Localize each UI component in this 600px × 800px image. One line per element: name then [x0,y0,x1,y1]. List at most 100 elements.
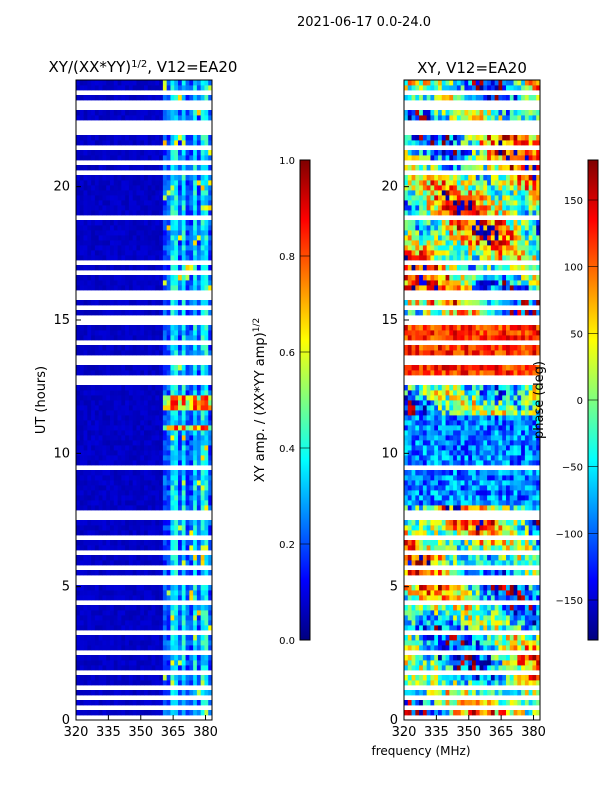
amplitude-heatmap-cell [136,545,141,551]
amplitude-heatmap-cell [185,210,190,216]
amplitude-heatmap-cell [170,190,175,196]
amplitude-heatmap-cell [178,525,183,531]
amplitude-heatmap-cell [128,180,134,186]
amplitude-heatmap-cell [178,325,183,331]
amplitude-heatmap-cell [94,255,100,261]
amplitude-heatmap-cell [170,605,175,611]
phase-heatmap-cell [438,625,443,631]
phase-heatmap-cell [536,420,541,426]
amplitude-heatmap-cell [113,540,118,546]
amplitude-heatmap-cell [79,335,84,341]
amplitude-heatmap-cell [181,155,186,161]
amplitude-heatmap-cell [128,230,134,236]
amplitude-heatmap-cell [128,280,134,286]
amplitude-heatmap-cell [136,190,141,196]
amplitude-heatmap-cell [132,420,137,426]
amplitude-heatmap-cell [147,635,152,641]
phase-heatmap-cell [483,495,488,501]
amplitude-heatmap-cell [155,265,160,271]
amplitude-heatmap-cell [83,405,88,411]
amplitude-heatmap-cell [128,470,134,476]
phase-heatmap-cell [536,615,541,621]
amplitude-heatmap-cell [128,310,134,316]
amplitude-heatmap-cell [162,490,168,496]
amplitude-heatmap-cell [174,240,179,246]
amplitude-heatmap-cell [91,255,96,261]
phase-heatmap-cell [422,450,428,456]
amplitude-heatmap-cell [185,620,190,626]
amplitude-heatmap-cell [136,420,141,426]
amplitude-heatmap-cell [102,430,107,436]
phase-heatmap-cell [524,570,530,576]
amplitude-heatmap-cell [128,635,134,641]
amplitude-heatmap-cell [159,700,164,706]
phase-heatmap-cell [430,460,435,466]
amplitude-heatmap-cell [185,590,190,596]
phase-heatmap-cell [404,570,409,576]
amplitude-heatmap-cell [159,345,164,351]
amplitude-heatmap-cell [140,335,145,341]
amplitude-heatmap-cell [91,185,96,191]
phase-heatmap-cell [490,700,496,706]
amplitude-heatmap-cell [147,450,152,456]
amplitude-heatmap-cell [174,430,179,436]
amplitude-heatmap-cell [166,505,171,511]
amplitude-heatmap-cell [136,140,141,146]
amplitude-heatmap-cell [79,455,84,461]
amplitude-heatmap-cell [132,370,137,376]
amplitude-heatmap-cell [87,385,92,391]
amplitude-heatmap-cell [110,95,115,101]
amplitude-heatmap-cell [204,150,209,156]
amplitude-heatmap-cell [147,480,152,486]
phase-heatmap-cell [449,525,454,531]
amplitude-heatmap-cell [79,570,84,576]
phase-heatmap-cell [498,460,503,466]
amplitude-heatmap-cell [170,505,175,511]
amplitude-heatmap-cell [166,80,171,86]
amplitude-heatmap-cell [189,625,194,631]
amplitude-heatmap-cell [140,675,145,681]
amplitude-heatmap-cell [83,345,88,351]
amplitude-heatmap-cell [144,115,149,121]
phase-heatmap-cell [460,530,465,536]
amplitude-heatmap-cell [98,255,103,261]
phase-heatmap-cell [536,415,541,421]
amplitude-y-tick-label: 10 [53,446,70,461]
amplitude-heatmap-cell [121,395,126,401]
amplitude-heatmap-cell [170,115,175,121]
phase-heatmap-cell [407,415,412,421]
amplitude-heatmap-cell [83,195,88,201]
amplitude-heatmap-cell [162,660,168,666]
amplitude-heatmap-cell [208,180,213,186]
amplitude-heatmap-cell [200,640,205,646]
amplitude-heatmap-cell [94,470,100,476]
amplitude-heatmap-cell [189,605,194,611]
amplitude-heatmap-cell [94,385,100,391]
amplitude-heatmap-cell [178,235,183,241]
phase-heatmap-cell [464,505,469,511]
phase-heatmap-cell [487,445,492,451]
phase-heatmap-cell [487,530,492,536]
amplitude-heatmap-cell [174,560,179,566]
amplitude-heatmap-cell [132,620,137,626]
amplitude-heatmap-cell [185,615,190,621]
amplitude-heatmap-cell [125,560,130,566]
phase-heatmap-cell [498,585,503,591]
phase-heatmap-cell [479,425,484,431]
amplitude-heatmap-cell [174,275,179,281]
phase-heatmap-cell [483,675,488,681]
amplitude-heatmap-cell [166,385,171,391]
amplitude-heatmap-cell [91,235,96,241]
amplitude-heatmap-cell [102,425,107,431]
amplitude-heatmap-cell [98,710,103,716]
amplitude-heatmap-cell [140,700,145,706]
amplitude-heatmap-cell [110,675,115,681]
amplitude-heatmap-cell [87,500,92,506]
amplitude-heatmap-cell [200,690,205,696]
amplitude-heatmap-cell [151,385,156,391]
phase-heatmap-cell [419,480,424,486]
amplitude-heatmap-cell [79,165,84,171]
amplitude-heatmap-cell [155,570,160,576]
phase-heatmap-cell [528,545,533,551]
phase-heatmap-cell [426,615,431,621]
